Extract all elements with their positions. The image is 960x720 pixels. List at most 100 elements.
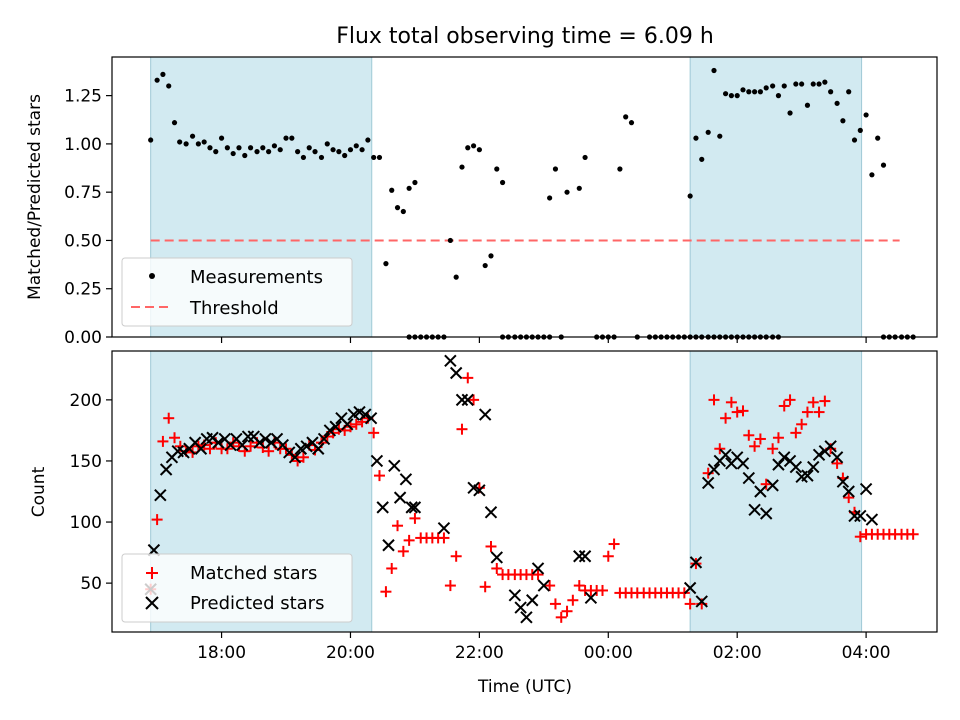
predicted-star-point [736, 457, 750, 470]
matched-star-point [608, 538, 620, 550]
matched-star-point [807, 396, 819, 408]
bottom-predicted-points [144, 354, 879, 624]
matched-star-point [350, 418, 362, 430]
predicted-star-point [449, 366, 463, 380]
matched-star-point [163, 412, 175, 424]
predicted-star-point [789, 460, 803, 474]
predicted-star-point [455, 393, 469, 407]
matched-star-point [843, 492, 855, 504]
measurement-point [799, 81, 805, 87]
matched-star-point [819, 395, 831, 407]
matched-star-point [368, 427, 380, 439]
matched-star-point [720, 412, 732, 424]
matched-star-point [555, 611, 567, 623]
legend-predicted-label: Predicted stars [190, 593, 324, 614]
measurement-point [488, 253, 494, 259]
measurement-point [154, 77, 160, 83]
predicted-star-point [405, 501, 418, 514]
measurement-point [869, 172, 875, 178]
predicted-star-point [264, 436, 278, 449]
measurement-point [289, 135, 295, 141]
matched-star-point [544, 580, 556, 592]
predicted-star-point [235, 438, 249, 452]
predicted-star-point [573, 550, 586, 563]
matched-star-point [157, 435, 169, 447]
x-tick-label: 04:00 [842, 643, 891, 663]
predicted-star-point [526, 594, 539, 607]
bottom-panel: 50 100 150 200 18:00 20:00 22:00 00:00 02:00 04:… [29, 350, 938, 697]
measurement-point [195, 141, 201, 147]
bottom-x-ticks: 18:00 20:00 22:00 00:00 02:00 04:00 [197, 632, 891, 663]
matched-star-point [373, 470, 385, 482]
legend-measurement-marker [149, 273, 155, 279]
measurement-point [781, 83, 787, 89]
y-tick-label: 1.25 [64, 87, 102, 107]
predicted-star-point [364, 411, 378, 425]
measurement-point [376, 154, 383, 161]
measurement-point [347, 147, 354, 153]
predicted-star-point [300, 440, 313, 453]
predicted-star-point [159, 463, 173, 476]
matched-star-point [380, 586, 392, 598]
matched-star-point [245, 440, 257, 452]
measurement-point [763, 85, 769, 91]
matched-star-point [392, 520, 404, 532]
measurement-point [494, 166, 500, 172]
top-y-axis-label: Matched/Predicted stars [25, 94, 45, 300]
matched-star-point [532, 569, 544, 581]
measurement-point [728, 93, 734, 99]
predicted-star-point [812, 448, 826, 462]
measurement-point [160, 71, 166, 77]
measurement-point [300, 154, 307, 161]
measurement-point [406, 185, 412, 191]
measurement-point [254, 149, 260, 155]
matched-star-point [714, 443, 726, 455]
top-x-ticks [220, 337, 867, 343]
measurement-point [816, 81, 822, 87]
y-tick-label: 0.25 [64, 280, 102, 300]
measurement-point [810, 81, 816, 87]
predicted-star-point [323, 424, 337, 437]
matched-star-point [790, 427, 802, 439]
measurement-point [177, 139, 183, 145]
measurement-point [499, 179, 506, 186]
measurement-point [705, 129, 711, 135]
bottom-axes-frame [111, 350, 938, 633]
x-tick-label: 00:00 [584, 643, 633, 663]
matched-star-point [450, 550, 462, 562]
matched-star-point [297, 451, 309, 463]
measurement-point [717, 133, 723, 139]
top-legend: Measurements Threshold [121, 257, 353, 327]
predicted-star-point [683, 581, 697, 595]
measurement-point [751, 89, 758, 95]
predicted-star-point [742, 471, 756, 485]
measurement-point [447, 237, 453, 244]
matched-star-point [831, 457, 843, 469]
matched-star-point [444, 580, 456, 592]
measurement-point [822, 79, 828, 85]
predicted-star-point [759, 507, 773, 520]
measurement-point [342, 152, 348, 159]
measurement-point [617, 166, 623, 172]
measurement-point [775, 93, 782, 99]
measurement-point [230, 150, 236, 157]
matched-star-point [169, 432, 181, 444]
predicted-star-point [194, 442, 208, 455]
measurement-point [757, 89, 763, 95]
predicted-star-point [312, 442, 325, 455]
matched-star-point [796, 418, 808, 430]
predicted-star-point [437, 521, 451, 535]
chart-title: Flux total observing time = 6.09 h [336, 24, 714, 49]
predicted-star-point [531, 562, 545, 575]
matched-star-point [573, 580, 585, 592]
measurement-point [336, 149, 342, 155]
predicted-star-point [537, 579, 551, 592]
measurement-point [863, 112, 869, 118]
y-tick-label: 150 [70, 452, 102, 472]
measurement-point [840, 118, 846, 124]
predicted-star-point [514, 601, 527, 614]
predicted-star-point [701, 476, 715, 490]
predicted-star-point [865, 513, 879, 526]
top-axes-frame [111, 56, 938, 338]
y-tick-label: 100 [70, 513, 102, 533]
